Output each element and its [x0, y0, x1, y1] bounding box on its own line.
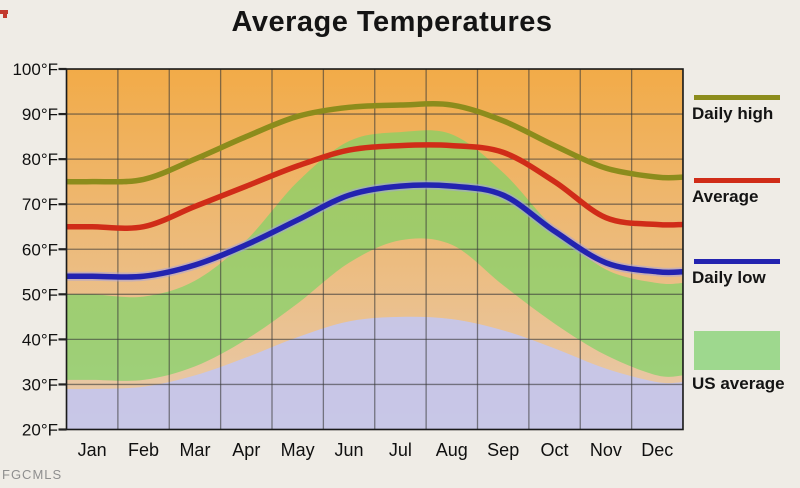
legend-item-daily-high: Daily high: [692, 95, 796, 124]
watermark: FGCMLS: [2, 467, 63, 482]
month-label: May: [281, 440, 315, 460]
month-label: Oct: [541, 440, 569, 460]
y-tick-label: 100°F: [12, 60, 58, 79]
month-label: Jan: [78, 440, 107, 460]
month-label: Dec: [641, 440, 673, 460]
daily-low-line-swatch: [694, 259, 780, 264]
legend-label-us-average: US average: [692, 374, 785, 393]
month-label: Jul: [389, 440, 412, 460]
y-tick-label: 90°F: [22, 105, 58, 124]
legend-item-us-average: US average: [692, 331, 796, 394]
legend-item-average: Average: [692, 178, 796, 207]
month-label: Aug: [436, 440, 468, 460]
plot-area: [66, 69, 683, 430]
y-tick-label: 50°F: [22, 285, 58, 304]
y-tick-label: 60°F: [22, 240, 58, 259]
daily-low-line: [66, 182, 683, 280]
x-axis-labels: Jan Feb Mar Apr May Jun Jul Aug Sep Oct Nov Dec: [78, 440, 674, 460]
legend-item-daily-low: Daily low: [692, 259, 796, 288]
y-axis-labels: 100°F 90°F 80°F 70°F 60°F 50°F 40°F 30°F 20°F: [12, 60, 58, 440]
average-line-swatch: [694, 178, 780, 183]
y-axis-ticks: [58, 67, 67, 431]
legend-label-average: Average: [692, 187, 759, 206]
cropped-logo-artifact: [3, 13, 7, 18]
month-label: Apr: [232, 440, 260, 460]
month-label: Sep: [487, 440, 519, 460]
month-label: Mar: [179, 440, 210, 460]
month-label: Jun: [335, 440, 364, 460]
legend-label-daily-low: Daily low: [692, 268, 766, 287]
average-line: [66, 142, 683, 231]
y-tick-label: 30°F: [22, 375, 58, 394]
y-tick-label: 80°F: [22, 150, 58, 169]
chart-title: Average Temperatures: [231, 6, 553, 38]
month-label: Feb: [128, 440, 159, 460]
legend-label-daily-high: Daily high: [692, 104, 774, 123]
y-tick-label: 20°F: [22, 421, 58, 440]
cropped-logo-artifact: [0, 10, 8, 14]
us-average-area-swatch: [694, 331, 780, 370]
y-tick-label: 70°F: [22, 195, 58, 214]
daily-high-line-swatch: [694, 95, 780, 100]
daily-high-line: [66, 101, 683, 185]
month-label: Nov: [590, 440, 622, 460]
y-tick-label: 40°F: [22, 330, 58, 349]
